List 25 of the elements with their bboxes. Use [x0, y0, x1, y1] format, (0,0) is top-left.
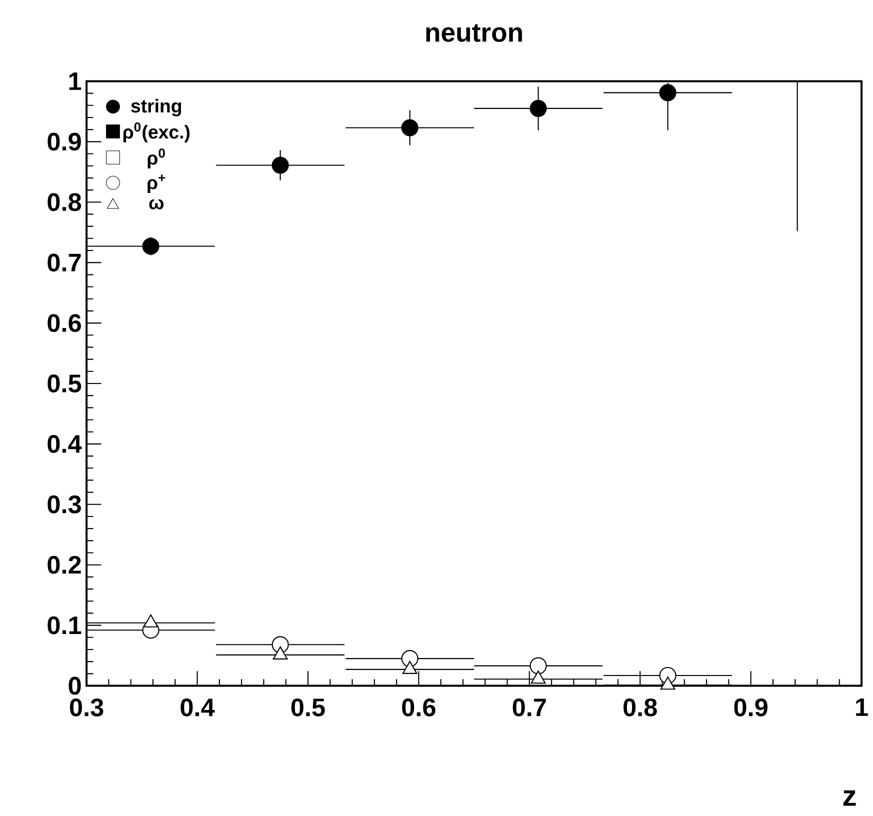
x-tick-label: 0.8: [624, 698, 657, 716]
legend-label: ρ$^{0}$(exc.): [123, 122, 190, 142]
y-tick-label: 0.4: [48, 435, 82, 453]
y-tick-label: 0.1: [48, 616, 82, 634]
y-tick-label: 0.9: [48, 132, 81, 151]
chart-title: neutron: [426, 24, 522, 42]
x-axis-title: z: [843, 790, 856, 806]
x-tick-label: 0.5: [291, 698, 325, 716]
y-tick-label: 0.2: [48, 556, 81, 574]
y-tick-label: 0.3: [48, 495, 81, 514]
y-tick-label: 0: [68, 676, 81, 695]
x-tick-label: 0.7: [512, 698, 546, 716]
x-tick-label: 1: [856, 698, 868, 716]
y-tick-label: 0.7: [48, 254, 81, 272]
x-tick-label: 0.9: [734, 698, 768, 716]
y-tick-label: 0.8: [48, 193, 82, 212]
legend-label: ρ$^{0}$: [148, 148, 165, 168]
legend-label: string: [131, 98, 182, 116]
y-tick-label: 0.5: [48, 374, 82, 392]
y-tick-label: 1: [69, 72, 82, 90]
legend-label: ρ$^{+}$: [148, 174, 166, 194]
y-tick-label: 0.6: [48, 314, 81, 332]
legend-label: ω: [149, 199, 164, 210]
x-tick-label: 0.6: [402, 698, 436, 716]
x-tick-label: 0.4: [180, 698, 215, 716]
